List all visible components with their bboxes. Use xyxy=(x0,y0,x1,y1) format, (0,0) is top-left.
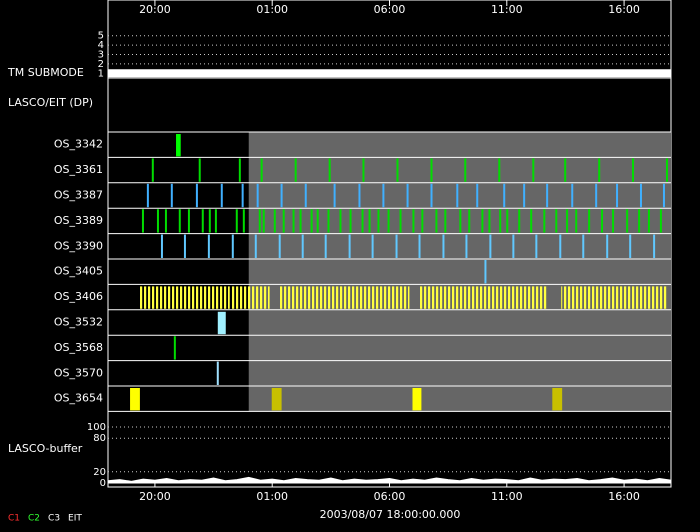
row-label: OS_3532 xyxy=(54,316,103,329)
x-tick-label-bottom: 20:00 xyxy=(139,490,171,503)
x-tick-label-top: 20:00 xyxy=(139,3,171,16)
event-block xyxy=(552,388,563,411)
row-label: OS_3568 xyxy=(54,341,103,354)
x-tick-label-top: 11:00 xyxy=(491,3,523,16)
panel-label: LASCO/EIT (DP) xyxy=(8,96,93,109)
y-tick-label: 1 xyxy=(98,68,104,79)
event-block xyxy=(419,286,548,309)
y-tick-label: 3 xyxy=(98,50,104,61)
x-tick-label-bottom: 16:00 xyxy=(608,490,640,503)
row-label: OS_3361 xyxy=(54,163,103,176)
row-label: OS_3405 xyxy=(54,265,103,278)
y-tick-label: 80 xyxy=(93,433,106,444)
row-label: OS_3406 xyxy=(54,290,103,303)
event-block xyxy=(217,311,226,335)
legend-entry: C3 xyxy=(48,514,60,524)
x-tick-label-top: 16:00 xyxy=(608,3,640,16)
x-tick-label-bottom: 11:00 xyxy=(491,490,523,503)
shaded-region xyxy=(248,132,671,412)
y-tick-label: 0 xyxy=(100,478,106,489)
legend-entry: C1 xyxy=(8,514,20,524)
x-tick-label-bottom: 06:00 xyxy=(374,490,406,503)
event-block xyxy=(130,388,140,411)
buffer-label: LASCO-buffer xyxy=(8,442,83,455)
row-label: OS_3389 xyxy=(54,214,103,227)
y-tick-label: 4 xyxy=(98,40,104,51)
row-label: OS_3342 xyxy=(54,138,103,151)
x-tick-label-top: 06:00 xyxy=(374,3,406,16)
y-tick-label: 2 xyxy=(98,59,104,70)
legend-entry: C2 xyxy=(28,514,40,524)
event-block xyxy=(271,388,282,411)
y-tick-label: 20 xyxy=(93,467,106,478)
buffer-area xyxy=(107,476,672,484)
event-block xyxy=(231,286,270,309)
legend-entry: EIT xyxy=(68,514,82,524)
event-block xyxy=(279,286,410,309)
event-block xyxy=(139,286,230,309)
row-label: OS_3387 xyxy=(54,189,103,202)
submode-label: TM SUBMODE xyxy=(7,66,84,79)
event-block xyxy=(176,134,181,157)
row-label: OS_3654 xyxy=(54,392,103,405)
y-tick-label: 5 xyxy=(98,31,104,42)
x-tick-label-top: 01:00 xyxy=(256,3,288,16)
row-label: OS_3390 xyxy=(54,239,103,252)
event-block xyxy=(561,286,668,309)
x-tick-label-bottom: 01:00 xyxy=(256,490,288,503)
row-label: OS_3570 xyxy=(54,366,103,379)
event-block xyxy=(412,388,422,411)
y-tick-label: 100 xyxy=(87,422,106,433)
x-axis-label: 2003/08/07 18:00:00.000 xyxy=(320,508,461,521)
